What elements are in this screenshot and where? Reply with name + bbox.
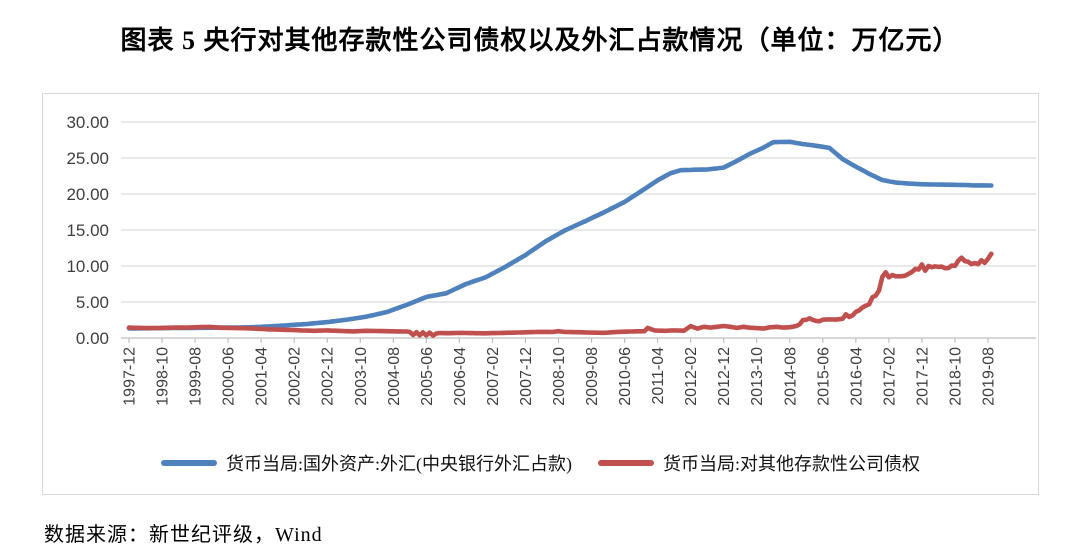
y-axis-tick-label: 10.00: [66, 257, 109, 276]
x-tick-label: 2000-06: [221, 347, 238, 406]
x-tick-label: 2008-10: [551, 347, 568, 406]
x-tick-label: 2015-06: [815, 347, 832, 406]
x-tick-label: 2017-12: [914, 347, 931, 406]
x-tick-label: 2014-08: [782, 347, 799, 406]
y-axis-tick-label: 0.00: [76, 329, 109, 348]
chart-panel: 30.00 25.00 20.00 15.00 10.00 5.00 0.00 1997-12…: [42, 93, 1039, 495]
chart-canvas: 30.00 25.00 20.00 15.00 10.00 5.00 0.00 1997-12…: [66, 113, 1036, 406]
x-tick-label: 2001-04: [254, 347, 271, 406]
x-tick-label: 2005-06: [419, 347, 436, 406]
x-tick-label: 2006-04: [452, 347, 469, 406]
x-tick-label: 2018-10: [947, 347, 964, 406]
x-tick-label: 2017-02: [881, 347, 898, 406]
x-tick-label: 2007-02: [485, 347, 502, 406]
x-tick-label: 1998-10: [155, 347, 172, 406]
x-tick-label: 2004-08: [386, 347, 403, 406]
x-tick-label: 1999-08: [188, 347, 205, 406]
x-tick-label: 2007-12: [518, 347, 535, 406]
legend-label-fx: 货币当局:国外资产:外汇(中央银行外汇占款): [226, 454, 572, 474]
x-tick-label: 2019-08: [981, 347, 998, 406]
y-axis-tick-label: 15.00: [66, 221, 109, 240]
series-line-fx-holdings: [126, 139, 994, 331]
x-tick-label: 2010-06: [617, 347, 634, 406]
y-axis-tick-label: 30.00: [66, 113, 109, 132]
x-tick-label: 2013-10: [749, 347, 766, 406]
x-tick-label: 2009-08: [584, 347, 601, 406]
y-axis-tick-label: 5.00: [76, 293, 109, 312]
x-tick-label: 2002-02: [287, 347, 304, 406]
legend-line-swatch-claims: [598, 460, 654, 466]
x-tick-label: 2012-02: [683, 347, 700, 406]
x-tick-label: 2016-04: [848, 347, 865, 406]
data-source-note: 数据来源：新世纪评级，Wind: [44, 524, 323, 546]
series-line-odc-claims: [126, 251, 994, 338]
y-axis-tick-label: 20.00: [66, 185, 109, 204]
x-tick-label: 2011-04: [650, 347, 667, 405]
y-axis-tick-label: 25.00: [66, 149, 109, 168]
x-tick-label: 2012-12: [716, 347, 733, 406]
x-tick-label: 2003-10: [353, 347, 370, 406]
legend-item-fx: 货币当局:国外资产:外汇(中央银行外汇占款): [161, 450, 572, 476]
page-title: 图表 5 央行对其他存款性公司债权以及外汇占款情况（单位：万亿元）: [120, 26, 960, 55]
legend-line-swatch-fx: [161, 460, 217, 466]
chart-legend: 货币当局:国外资产:外汇(中央银行外汇占款) 货币当局:对其他存款性公司债权: [43, 450, 1038, 476]
legend-label-claims: 货币当局:对其他存款性公司债权: [663, 454, 920, 474]
x-tick-label: 2002-12: [320, 347, 337, 406]
x-tick-label: 1997-12: [122, 347, 139, 406]
legend-item-claims: 货币当局:对其他存款性公司债权: [598, 450, 920, 476]
